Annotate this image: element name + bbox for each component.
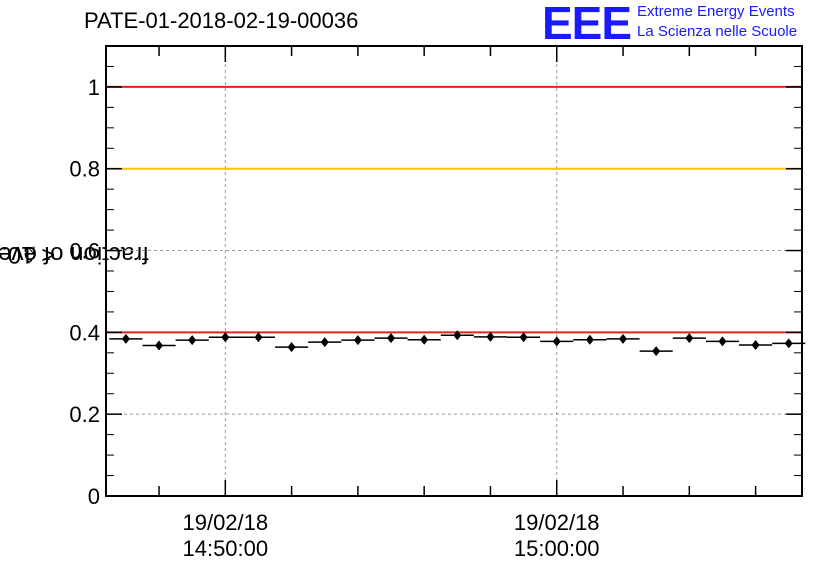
data-point xyxy=(354,335,362,345)
y-tick-label: 0.8 xyxy=(69,157,100,182)
data-point xyxy=(785,338,793,348)
y-tick-label: 0.6 xyxy=(69,239,100,264)
plot-frame xyxy=(106,46,802,496)
data-point xyxy=(652,346,660,356)
data-point xyxy=(553,336,561,346)
data-point xyxy=(122,334,130,344)
data-point xyxy=(718,336,726,346)
x-tick-label: 19/02/18 15:00:00 xyxy=(477,510,637,562)
data-point xyxy=(188,335,196,345)
y-tick-label: 0 xyxy=(88,484,100,509)
data-point xyxy=(221,332,229,342)
x-tick-time: 15:00:00 xyxy=(477,536,637,562)
data-point xyxy=(619,334,627,344)
x-tick-date: 19/02/18 xyxy=(145,510,305,536)
y-tick-label: 0.2 xyxy=(69,402,100,427)
y-tick-label: 1 xyxy=(88,75,100,100)
data-point xyxy=(155,340,163,350)
data-point xyxy=(387,333,395,343)
data-point xyxy=(520,332,528,342)
x-tick-time: 14:50:00 xyxy=(145,536,305,562)
data-point xyxy=(288,342,296,352)
x-tick-label: 19/02/18 14:50:00 xyxy=(145,510,305,562)
data-point xyxy=(321,337,329,347)
data-point xyxy=(685,333,693,343)
data-point xyxy=(420,335,428,345)
x-tick-date: 19/02/18 xyxy=(477,510,637,536)
data-point xyxy=(752,340,760,350)
data-point xyxy=(586,335,594,345)
data-point xyxy=(254,332,262,342)
y-tick-label: 0.4 xyxy=(69,320,100,345)
